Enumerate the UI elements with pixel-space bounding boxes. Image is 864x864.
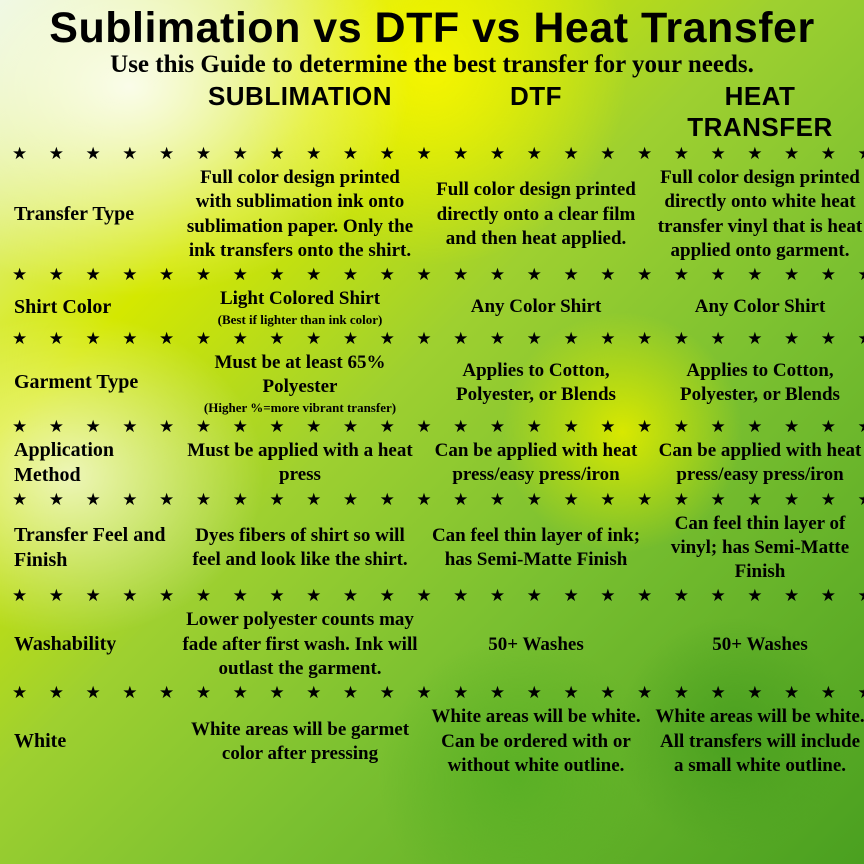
cell-garment-heat: Applies to Cotton, Polyester, or Blends	[648, 348, 864, 418]
header-spacer	[8, 81, 176, 145]
cell-type-sublimation: Full color design printed with sublimati…	[176, 163, 424, 266]
star-divider: ★ ★ ★ ★ ★ ★ ★ ★ ★ ★ ★ ★ ★ ★ ★ ★ ★ ★ ★ ★ …	[8, 587, 864, 605]
cell-type-dtf: Full color design printed directly onto …	[424, 163, 648, 266]
col-header-dtf: DTF	[424, 81, 648, 145]
cell-text: Light Colored Shirt	[220, 287, 380, 311]
row-label-shirt-color: Shirt Color	[8, 284, 176, 330]
cell-app-heat: Can be applied with heat press/easy pres…	[648, 436, 864, 491]
subtitle: Use this Guide to determine the best tra…	[8, 51, 856, 79]
infographic-wrap: Sublimation vs DTF vs Heat Transfer Use …	[0, 0, 864, 864]
row-label-washability: Washability	[8, 605, 176, 684]
star-divider: ★ ★ ★ ★ ★ ★ ★ ★ ★ ★ ★ ★ ★ ★ ★ ★ ★ ★ ★ ★ …	[8, 491, 864, 509]
cell-white-dtf: White areas will be white. Can be ordere…	[424, 702, 648, 781]
star-divider: ★ ★ ★ ★ ★ ★ ★ ★ ★ ★ ★ ★ ★ ★ ★ ★ ★ ★ ★ ★ …	[8, 145, 864, 163]
row-label-garment-type: Garment Type	[8, 348, 176, 418]
cell-white-sublimation: White areas will be garmet color after p…	[176, 702, 424, 781]
comparison-grid: SUBLIMATION DTF HEAT TRANSFER ★ ★ ★ ★ ★ …	[8, 81, 856, 781]
cell-text: Must be at least 65% Polyester	[182, 351, 418, 400]
cell-note: (Higher %=more vibrant transfer)	[204, 401, 396, 415]
cell-wash-heat: 50+ Washes	[648, 605, 864, 684]
row-label-transfer-type: Transfer Type	[8, 163, 176, 266]
cell-feel-heat: Can feel thin layer of vinyl; has Semi-M…	[648, 509, 864, 588]
cell-garment-sublimation: Must be at least 65% Polyester (Higher %…	[176, 348, 424, 418]
cell-wash-dtf: 50+ Washes	[424, 605, 648, 684]
col-header-sublimation: SUBLIMATION	[176, 81, 424, 145]
cell-feel-dtf: Can feel thin layer of ink; has Semi-Mat…	[424, 509, 648, 588]
cell-shirt-dtf: Any Color Shirt	[424, 284, 648, 330]
star-divider: ★ ★ ★ ★ ★ ★ ★ ★ ★ ★ ★ ★ ★ ★ ★ ★ ★ ★ ★ ★ …	[8, 330, 864, 348]
cell-feel-sublimation: Dyes fibers of shirt so will feel and lo…	[176, 509, 424, 588]
cell-wash-sublimation: Lower polyester counts may fade after fi…	[176, 605, 424, 684]
cell-shirt-heat: Any Color Shirt	[648, 284, 864, 330]
cell-garment-dtf: Applies to Cotton, Polyester, or Blends	[424, 348, 648, 418]
cell-note: (Best if lighter than ink color)	[218, 313, 383, 327]
star-divider: ★ ★ ★ ★ ★ ★ ★ ★ ★ ★ ★ ★ ★ ★ ★ ★ ★ ★ ★ ★ …	[8, 266, 864, 284]
row-label-feel: Transfer Feel and Finish	[8, 509, 176, 588]
cell-shirt-sublimation: Light Colored Shirt (Best if lighter tha…	[176, 284, 424, 330]
col-header-heat-transfer: HEAT TRANSFER	[648, 81, 864, 145]
cell-app-dtf: Can be applied with heat press/easy pres…	[424, 436, 648, 491]
cell-type-heat: Full color design printed directly onto …	[648, 163, 864, 266]
cell-app-sublimation: Must be applied with a heat press	[176, 436, 424, 491]
star-divider: ★ ★ ★ ★ ★ ★ ★ ★ ★ ★ ★ ★ ★ ★ ★ ★ ★ ★ ★ ★ …	[8, 418, 864, 436]
star-divider: ★ ★ ★ ★ ★ ★ ★ ★ ★ ★ ★ ★ ★ ★ ★ ★ ★ ★ ★ ★ …	[8, 684, 864, 702]
row-label-application: Application Method	[8, 436, 176, 491]
cell-white-heat: White areas will be white. All transfers…	[648, 702, 864, 781]
row-label-white: White	[8, 702, 176, 781]
main-title: Sublimation vs DTF vs Heat Transfer	[8, 6, 856, 51]
